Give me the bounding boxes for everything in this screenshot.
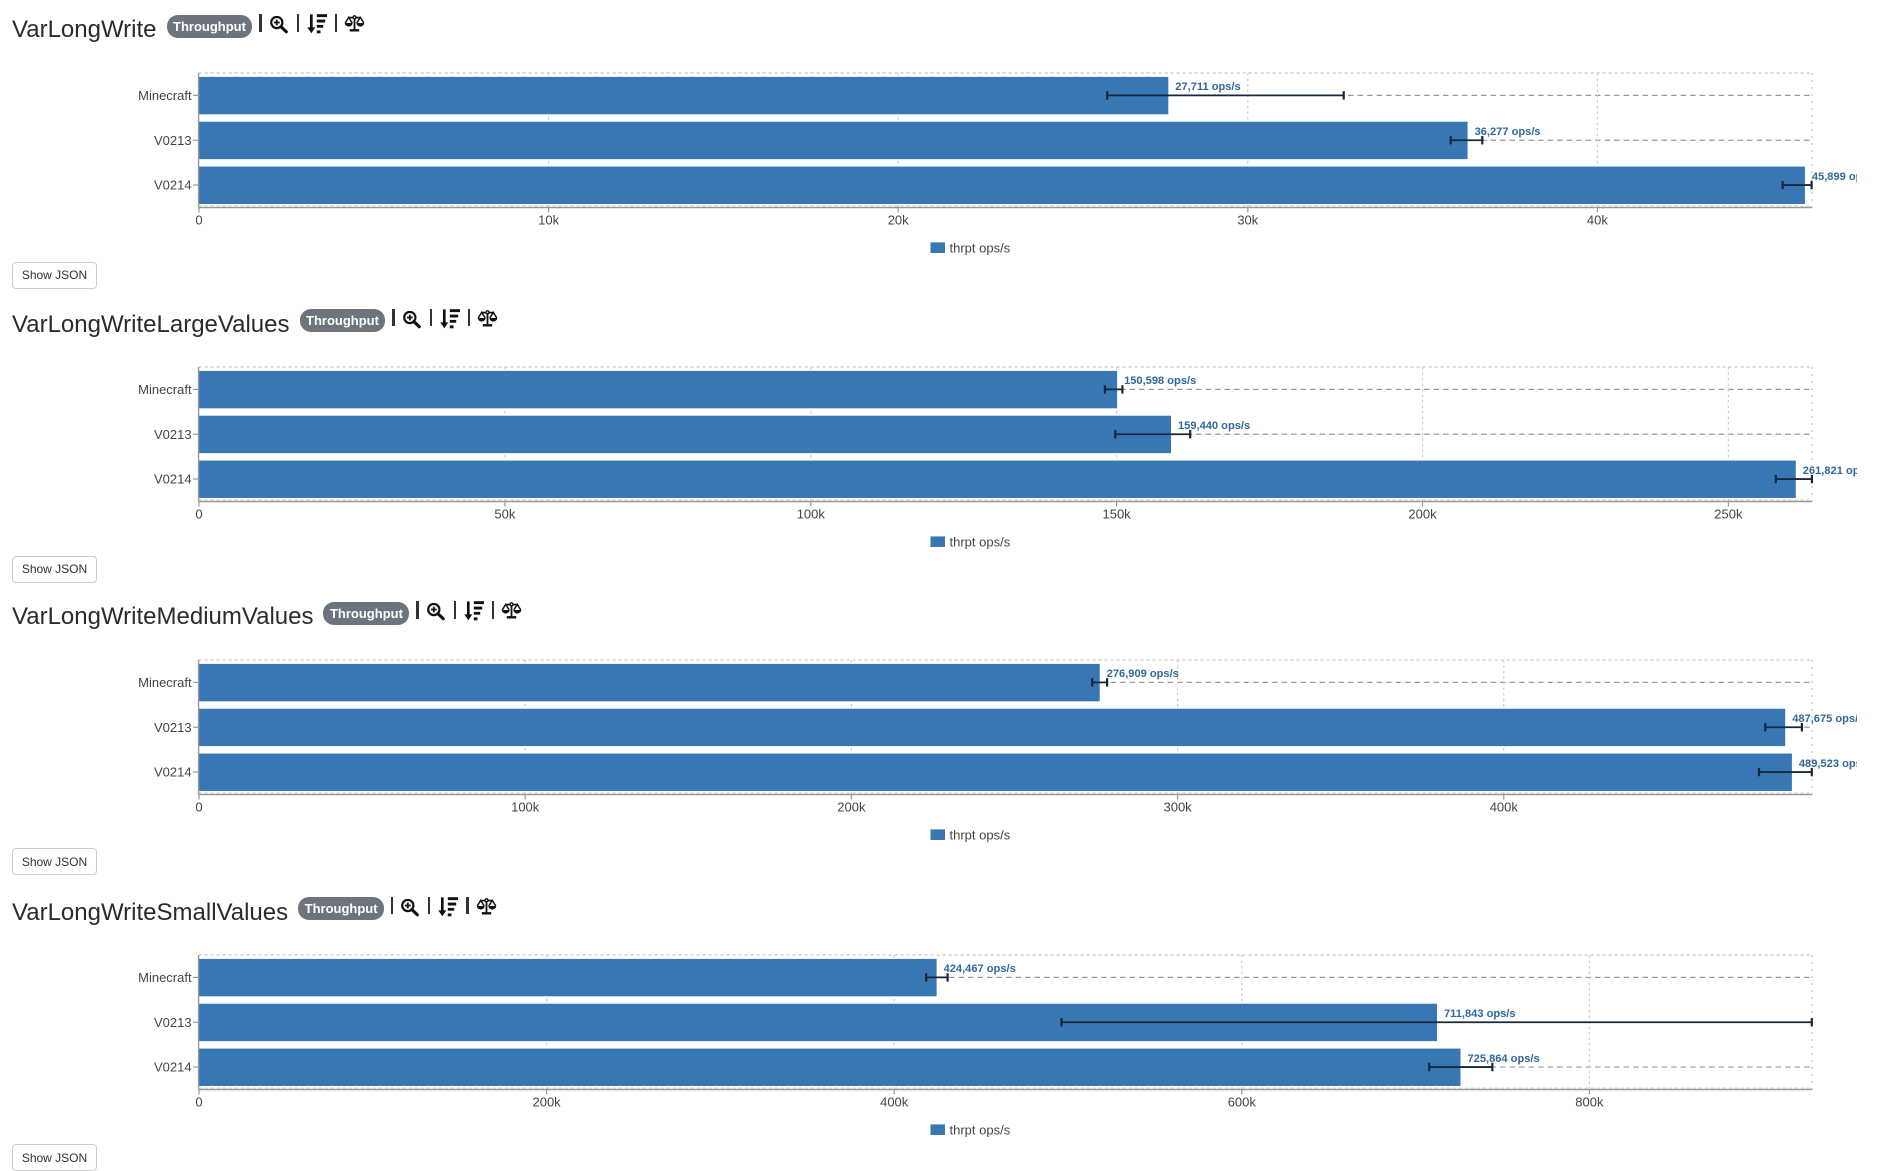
svg-text:250k: 250k <box>1714 507 1743 522</box>
svg-text:10k: 10k <box>538 212 559 227</box>
svg-text:thrpt ops/s: thrpt ops/s <box>950 534 1011 549</box>
svg-text:thrpt ops/s: thrpt ops/s <box>950 1123 1011 1138</box>
svg-text:400k: 400k <box>880 1095 909 1110</box>
svg-text:Minecraft: Minecraft <box>138 88 192 103</box>
svg-text:424,467 ops/s: 424,467 ops/s <box>944 964 1016 976</box>
svg-text:200k: 200k <box>532 1095 561 1110</box>
svg-text:V0213: V0213 <box>154 133 192 148</box>
svg-text:V0213: V0213 <box>154 720 192 735</box>
svg-text:50k: 50k <box>494 507 515 522</box>
svg-text:27,711 ops/s: 27,711 ops/s <box>1175 81 1240 93</box>
svg-text:261,821 ops/s: 261,821 ops/s <box>1803 465 1857 477</box>
svg-text:0: 0 <box>195 507 202 522</box>
svg-text:159,440 ops/s: 159,440 ops/s <box>1178 420 1250 432</box>
svg-text:20k: 20k <box>888 212 909 227</box>
svg-text:V0213: V0213 <box>154 1015 192 1030</box>
svg-text:40k: 40k <box>1587 212 1608 227</box>
svg-text:300k: 300k <box>1163 799 1192 814</box>
svg-text:V0214: V0214 <box>154 764 192 779</box>
svg-text:276,909 ops/s: 276,909 ops/s <box>1107 668 1179 680</box>
svg-text:30k: 30k <box>1237 212 1258 227</box>
svg-text:V0214: V0214 <box>154 472 192 487</box>
svg-text:thrpt ops/s: thrpt ops/s <box>950 240 1011 255</box>
svg-text:0: 0 <box>195 1095 202 1110</box>
svg-text:Minecraft: Minecraft <box>138 970 192 985</box>
svg-text:800k: 800k <box>1575 1095 1604 1110</box>
svg-text:487,675 ops/s: 487,675 ops/s <box>1792 713 1857 725</box>
svg-text:0: 0 <box>195 212 202 227</box>
svg-text:100k: 100k <box>511 799 540 814</box>
svg-text:725,864 ops/s: 725,864 ops/s <box>1468 1053 1540 1065</box>
svg-text:V0213: V0213 <box>154 427 192 442</box>
svg-text:0: 0 <box>195 799 202 814</box>
svg-text:711,843 ops/s: 711,843 ops/s <box>1444 1008 1516 1020</box>
svg-text:45,899 ops/s: 45,899 ops/s <box>1812 171 1857 183</box>
svg-text:V0214: V0214 <box>154 1060 192 1075</box>
svg-text:36,277 ops/s: 36,277 ops/s <box>1475 126 1541 138</box>
svg-text:400k: 400k <box>1490 799 1519 814</box>
svg-text:600k: 600k <box>1228 1095 1257 1110</box>
svg-text:thrpt ops/s: thrpt ops/s <box>950 827 1011 842</box>
svg-text:V0214: V0214 <box>154 177 192 192</box>
svg-text:200k: 200k <box>837 799 866 814</box>
svg-text:100k: 100k <box>797 507 826 522</box>
svg-text:150,598 ops/s: 150,598 ops/s <box>1124 375 1196 387</box>
svg-text:150k: 150k <box>1102 507 1131 522</box>
svg-text:Minecraft: Minecraft <box>138 675 192 690</box>
svg-text:200k: 200k <box>1408 507 1437 522</box>
svg-text:489,523 ops/s: 489,523 ops/s <box>1799 758 1857 770</box>
svg-text:Minecraft: Minecraft <box>138 382 192 397</box>
